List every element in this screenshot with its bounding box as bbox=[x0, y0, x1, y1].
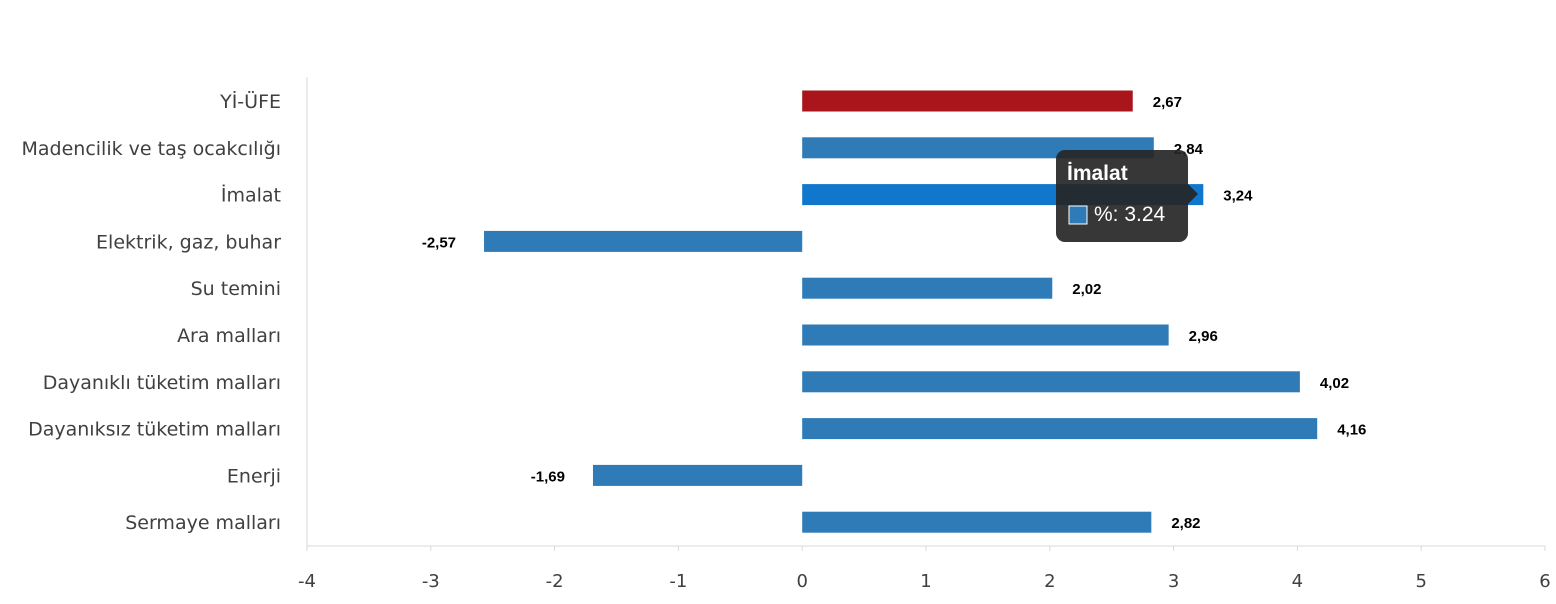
x-tick-label: -4 bbox=[298, 571, 316, 592]
tooltip-swatch bbox=[1068, 205, 1088, 225]
tooltip-pointer bbox=[1188, 184, 1198, 204]
category-label: Madencilik ve taş ocakcılığı bbox=[22, 138, 282, 160]
category-label: Su temini bbox=[191, 278, 281, 300]
tooltip-text: %: 3.24 bbox=[1094, 203, 1166, 226]
x-tick-label: 3 bbox=[1168, 571, 1179, 592]
bar[interactable] bbox=[802, 418, 1318, 440]
data-label: 2,82 bbox=[1171, 515, 1200, 532]
bar[interactable] bbox=[592, 464, 803, 486]
data-label: 2,02 bbox=[1072, 281, 1101, 298]
category-label: Ara malları bbox=[177, 325, 281, 347]
bar[interactable] bbox=[802, 277, 1053, 299]
category-label: Dayanıksız tüketim malları bbox=[28, 419, 281, 441]
bar[interactable] bbox=[802, 90, 1133, 112]
x-tick-label: -2 bbox=[546, 571, 564, 592]
category-label: İmalat bbox=[221, 184, 281, 207]
bar[interactable] bbox=[802, 511, 1152, 533]
bar[interactable] bbox=[484, 230, 803, 252]
bar[interactable] bbox=[802, 324, 1169, 346]
bar[interactable] bbox=[802, 371, 1300, 393]
data-label: 4,16 bbox=[1337, 422, 1366, 439]
x-tick-label: 0 bbox=[796, 571, 807, 592]
data-label: -2,57 bbox=[422, 234, 456, 251]
category-label: Dayanıklı tüketim malları bbox=[43, 372, 281, 394]
data-label: -1,69 bbox=[531, 468, 565, 485]
data-label: 2,67 bbox=[1153, 94, 1182, 111]
category-label: Yİ-ÜFE bbox=[219, 90, 281, 113]
x-tick-label: 5 bbox=[1415, 571, 1426, 592]
x-tick-label: -1 bbox=[669, 571, 687, 592]
tooltip-box bbox=[1056, 150, 1188, 242]
x-tick-label: 1 bbox=[920, 571, 931, 592]
x-tick-label: 6 bbox=[1539, 571, 1550, 592]
category-label: Sermaye malları bbox=[125, 512, 281, 534]
axes: -4 -3 -2 -1 0 1 2 3 4 5 6 bbox=[298, 77, 1551, 592]
x-tick-label: 4 bbox=[1292, 571, 1303, 592]
data-label: 2,96 bbox=[1189, 328, 1218, 345]
labels: Yİ-ÜFE 2,67 Madencilik ve taş ocakcılığı 2,… bbox=[22, 90, 1367, 534]
data-label: 3,24 bbox=[1223, 188, 1253, 205]
category-label: Elektrik, gaz, buhar bbox=[96, 231, 281, 253]
category-label: Enerji bbox=[227, 465, 281, 487]
x-tick-label: -3 bbox=[422, 571, 440, 592]
x-tick-label: 2 bbox=[1044, 571, 1055, 592]
data-label: 4,02 bbox=[1320, 375, 1349, 392]
tooltip-title: İmalat bbox=[1067, 162, 1128, 185]
tooltip: İmalat %: 3.24 bbox=[1056, 150, 1198, 242]
